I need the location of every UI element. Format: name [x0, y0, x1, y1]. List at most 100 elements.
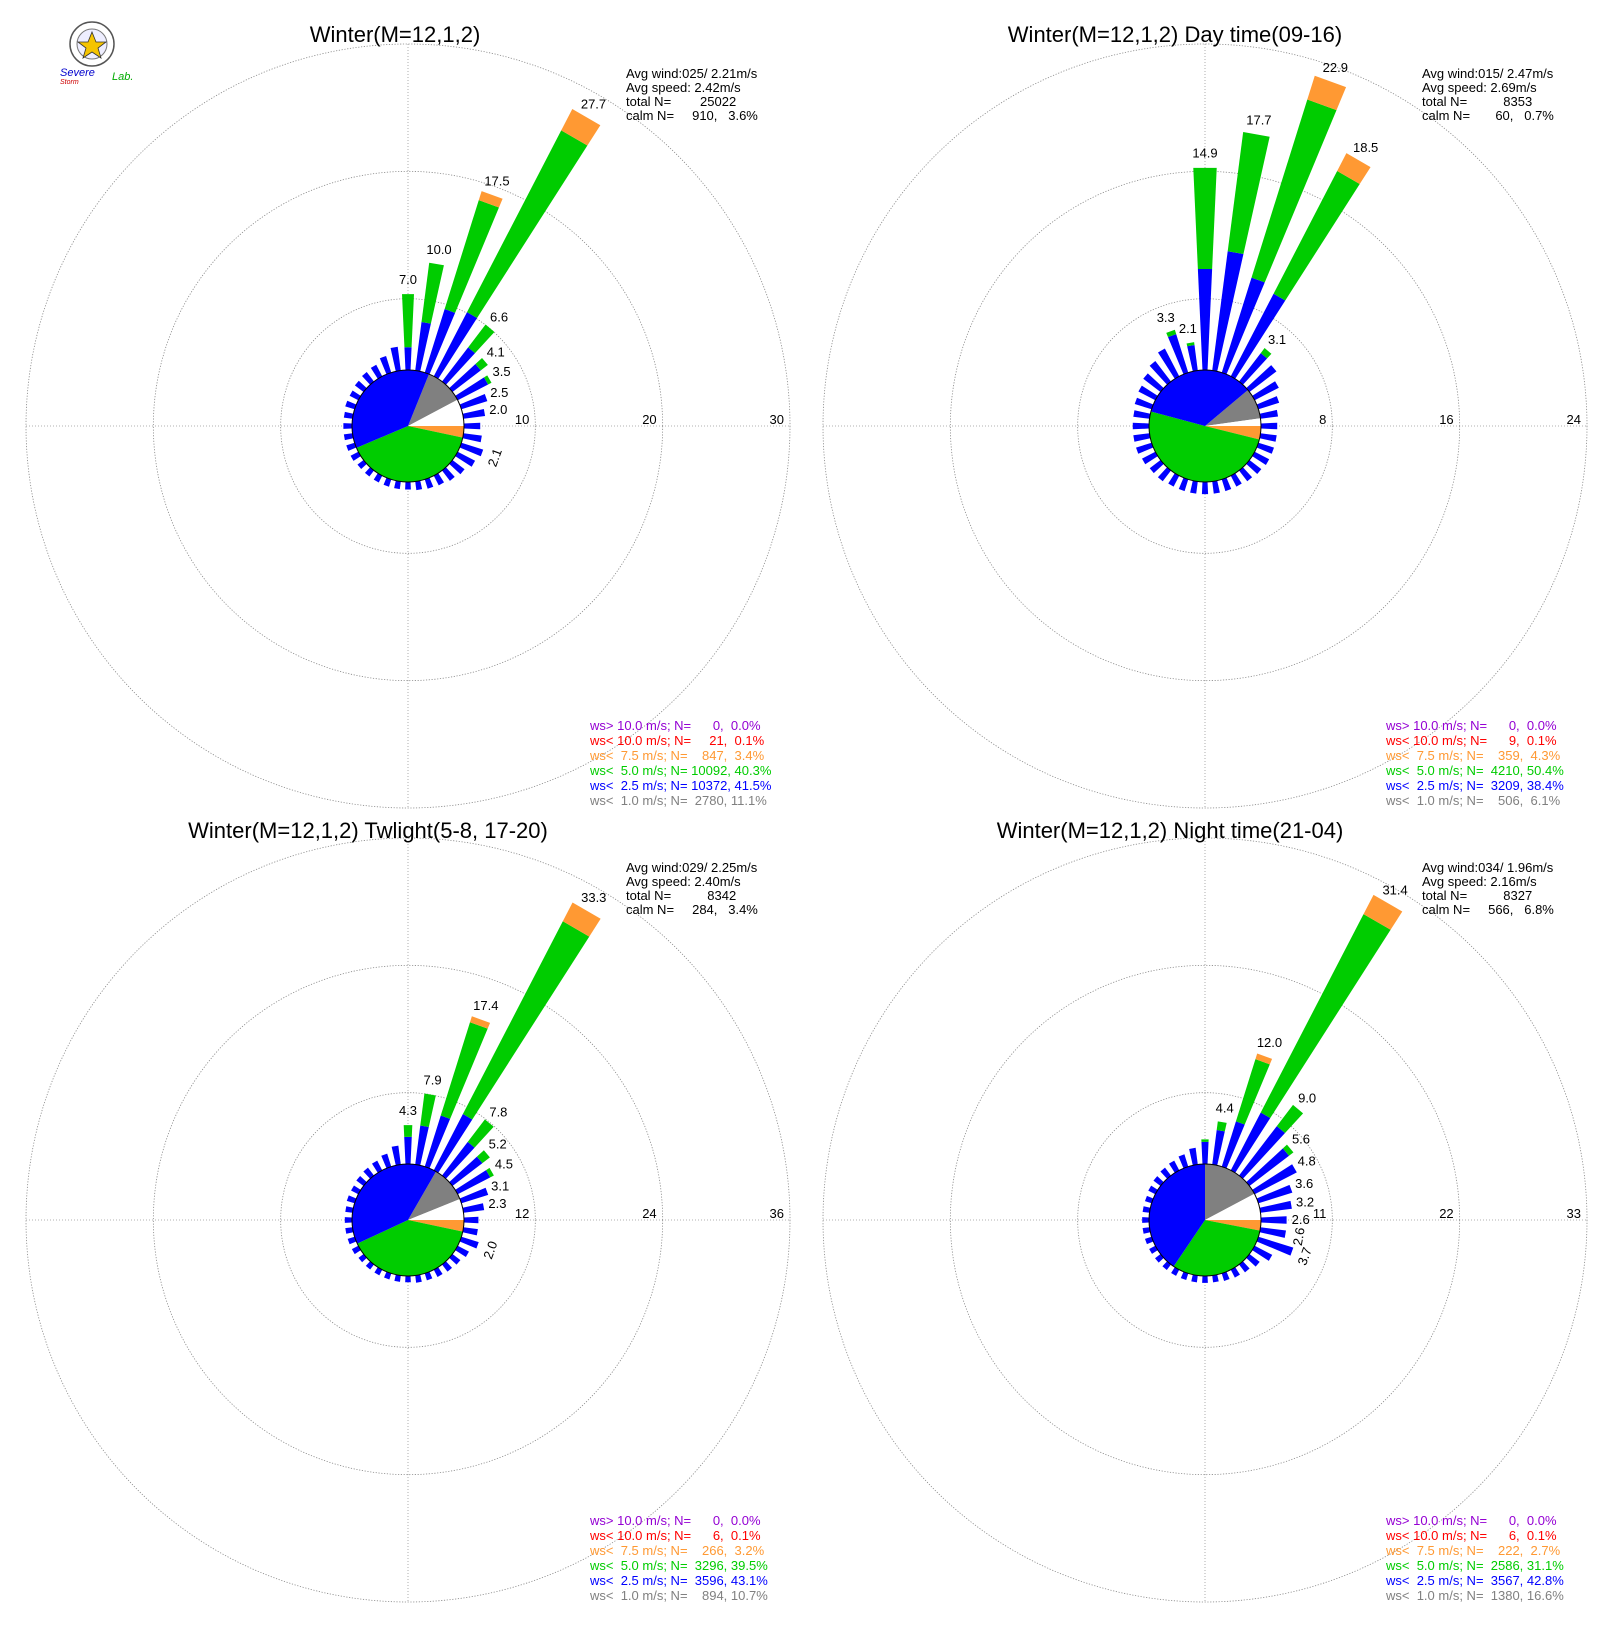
- pie-slice: [1205, 418, 1261, 426]
- bar-segment-lt2.5: [356, 1175, 367, 1186]
- bar-segment-lt2.5: [1138, 385, 1158, 401]
- direction-bar: [1157, 348, 1180, 379]
- direction-bar: [346, 1195, 357, 1204]
- stat-line: total N= 8342: [626, 888, 736, 903]
- direction-bar: [1168, 1160, 1180, 1173]
- bar-segment-lt2.5: [1239, 1261, 1250, 1273]
- bar-segment-lt2.5: [1230, 1112, 1271, 1173]
- bar-segment-lt2.5: [1260, 422, 1278, 430]
- direction-bar: [1256, 1184, 1293, 1204]
- direction-bar: [1171, 1267, 1180, 1276]
- legend-entry: ws< 10.0 m/s; N= 6, 0.1%: [589, 1528, 761, 1543]
- bar-segment-lt2.5: [404, 1136, 412, 1165]
- chart-title: Winter(M=12,1,2) Night time(21-04): [997, 818, 1344, 843]
- direction-bar: [1134, 397, 1154, 410]
- direction-bar: [459, 1187, 489, 1204]
- bar-segment-lt2.5: [1259, 409, 1279, 419]
- bar-segment-lt2.5: [394, 1274, 401, 1282]
- direction-bar: [390, 346, 401, 372]
- pie-slice: [1205, 390, 1261, 426]
- direction-bar: [379, 355, 392, 375]
- bar-segment-lt2.5: [1246, 365, 1277, 392]
- pie-slice: [1205, 426, 1261, 440]
- direction-bar: [1149, 460, 1164, 474]
- wind-rose-panel: 11 22 334.412.031.49.05.64.83.63.22.62.63.…: [822, 818, 1588, 1603]
- bar-segment-lt2.5: [1239, 1126, 1286, 1179]
- bar-segment-lt2.5: [1167, 334, 1189, 375]
- direction-bar: [1239, 467, 1253, 482]
- direction-bar: [1239, 348, 1272, 385]
- direction-bar: [345, 1206, 354, 1213]
- bar-segment-lt2.5: [1252, 381, 1279, 401]
- bar-value-label: 7.0: [399, 272, 417, 287]
- bar-segment-lt2.5: [442, 467, 455, 481]
- bar-segment-lt5: [1282, 1144, 1294, 1156]
- direction-bar: [1144, 1195, 1154, 1204]
- stat-line: calm N= 566, 6.8%: [1422, 902, 1554, 917]
- bar-segment-lt2.5: [373, 473, 383, 483]
- chart-title: Winter(M=12,1,2) Day time(09-16): [1008, 22, 1342, 47]
- direction-bar: [394, 480, 401, 490]
- direction-bar: [1259, 1227, 1287, 1238]
- pie-slice: [352, 370, 429, 448]
- chart-title: Winter(M=12,1,2): [310, 22, 481, 47]
- bar-segment-lt5: [462, 921, 590, 1120]
- legend-entry: ws< 7.5 m/s; N= 266, 3.2%: [589, 1543, 765, 1558]
- bar-segment-lt2.5: [1246, 460, 1262, 475]
- direction-bar: [462, 409, 486, 419]
- bar-segment-lt2.5: [405, 1275, 411, 1283]
- chart-title: Winter(M=12,1,2) Twlight(5-8, 17-20): [188, 818, 548, 843]
- pie-slice: [1150, 370, 1248, 426]
- grid-ring: [25, 43, 791, 809]
- bar-value-label: 3.3: [1157, 310, 1175, 325]
- direction-bar: [1259, 1200, 1292, 1213]
- bar-segment-lt2.5: [349, 390, 361, 401]
- bar-segment-lt2.5: [455, 1170, 491, 1195]
- bar-value-label: 4.4: [1216, 1100, 1234, 1115]
- bar-segment-lt5: [1251, 99, 1337, 283]
- legend-entry: ws< 7.5 m/s; N= 847, 3.4%: [589, 748, 765, 763]
- bar-value-label: 14.9: [1192, 146, 1217, 161]
- bar-segment-lt5: [1216, 1121, 1227, 1132]
- direction-bar: [402, 294, 414, 371]
- bar-value-label: 33.3: [581, 890, 606, 905]
- bar-segment-lt2.5: [1142, 1217, 1150, 1223]
- bar-segment-lt2.5: [1230, 293, 1286, 379]
- bar-segment-lt5: [468, 324, 495, 354]
- bar-segment-lt5: [467, 1119, 494, 1148]
- bar-segment-lt5: [1186, 342, 1195, 347]
- bar-segment-lt2.5: [1134, 397, 1154, 410]
- legend-entry: ws< 10.0 m/s; N= 9, 0.1%: [1385, 733, 1557, 748]
- direction-bar: [1153, 1176, 1164, 1186]
- bar-value-label: 17.4: [473, 998, 498, 1013]
- bar-segment-lt2.5: [424, 1271, 433, 1281]
- bar-segment-lt2.5: [415, 1274, 422, 1283]
- direction-bar: [415, 262, 444, 372]
- direction-bar: [343, 411, 354, 419]
- direction-bar: [405, 481, 411, 490]
- bar-segment-lt5: [1235, 1059, 1270, 1125]
- direction-bar: [1178, 1154, 1189, 1169]
- bar-segment-lt2.5: [424, 309, 456, 375]
- bar-segment-lt2.5: [1190, 480, 1198, 494]
- direction-bar: [363, 1167, 374, 1179]
- bar-segment-lt2.5: [1142, 1206, 1151, 1213]
- direction-bar: [1252, 1164, 1297, 1195]
- bar-segment-lt2.5: [1246, 1254, 1260, 1267]
- bar-segment-lt2.5: [459, 1236, 479, 1249]
- direction-bar: [1180, 1271, 1189, 1281]
- bar-segment-lt2.5: [346, 442, 357, 451]
- bar-segment-lt2.5: [455, 1245, 469, 1258]
- bar-value-label: 3.1: [491, 1178, 509, 1193]
- direction-bar: [1191, 1274, 1198, 1283]
- direction-bar: [455, 451, 476, 467]
- bar-segment-lt2.5: [1256, 1236, 1294, 1256]
- pie-slice: [408, 426, 464, 438]
- ring-label: 36: [770, 1206, 784, 1221]
- bar-segment-lt2.5: [346, 1195, 357, 1204]
- stat-line: Avg speed: 2.42m/s: [626, 80, 741, 95]
- bar-segment-lt2.5: [1171, 1267, 1180, 1276]
- bar-segment-lt2.5: [1221, 1271, 1230, 1281]
- direction-bar: [1259, 409, 1279, 419]
- legend-entry: ws< 1.0 m/s; N= 1380, 16.6%: [1385, 1588, 1564, 1603]
